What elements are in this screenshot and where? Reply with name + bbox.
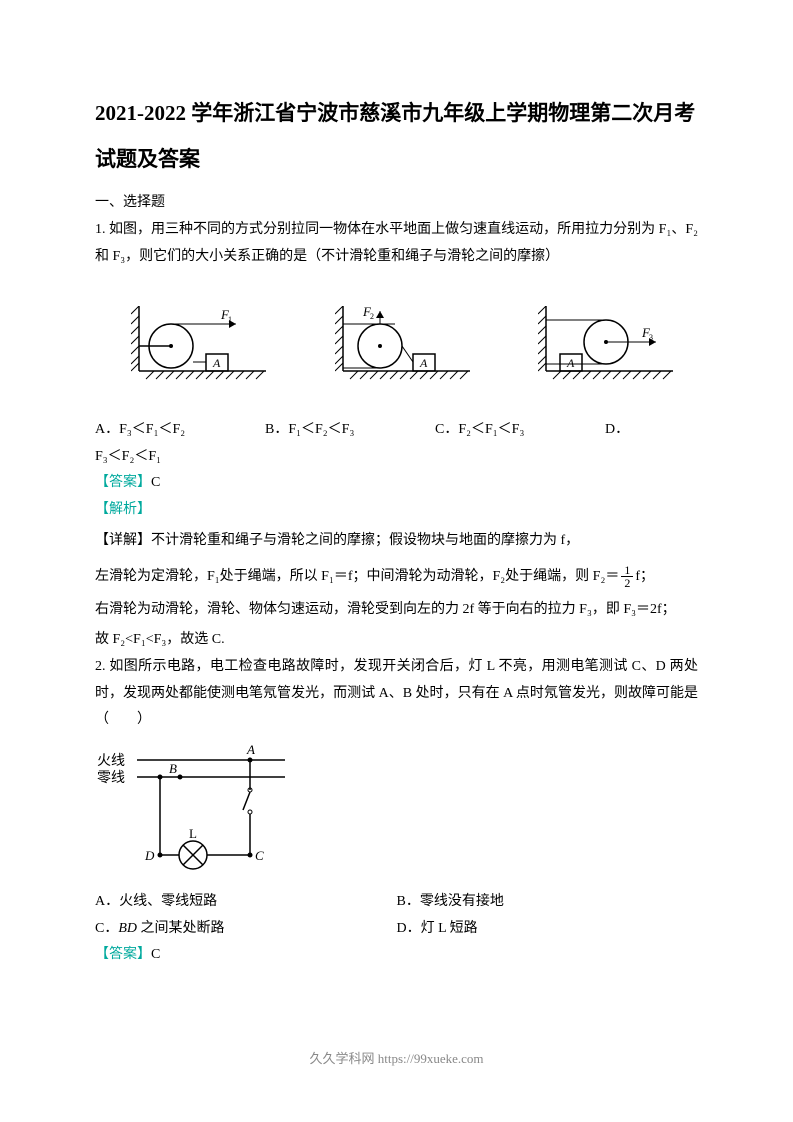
q1-explain-line4: 故 F₂<F₁<F₃，故选 C. (95, 627, 698, 654)
svg-text:3: 3 (649, 333, 653, 342)
answer-value: C (151, 475, 160, 490)
question-1-text: 1. 如图，用三种不同的方式分别拉同一物体在水平地面上做匀速直线运动，所用拉力分… (95, 217, 698, 270)
q1-option-a: A．F₃＜F₁＜F₂ (95, 417, 265, 444)
circuit-diagram: 火线 零线 A B C L D (95, 740, 698, 886)
q1-explain-line3: 右滑轮为动滑轮，滑轮、物体匀速运动，滑轮受到向左的力 2f 等于向右的拉力 F₃… (95, 597, 698, 624)
q1-analysis: 【解析】 (95, 497, 698, 524)
line2a: 左滑轮为定滑轮，F₁处于绳端，所以 F₁＝f；中间滑轮为动滑轮，F₂处于绳端，则… (95, 569, 619, 584)
q2-options: A．火线、零线短路 B．零线没有接地 C．BD 之间某处断路 D．灯 L 短路 (95, 889, 698, 942)
q1-options: A．F₃＜F₁＜F₂ B．F₁＜F₂＜F₃ C．F₂＜F₁＜F₃ D． (95, 417, 698, 444)
q2-num: 2. (95, 659, 106, 674)
q2-option-b: B．零线没有接地 (397, 889, 699, 916)
svg-text:C: C (255, 848, 264, 863)
label-fire: 火线 (97, 753, 125, 769)
page-footer: 久久学科网 https://99xueke.com (0, 1047, 793, 1072)
svg-text:A: A (419, 356, 428, 370)
section-header: 一、选择题 (95, 190, 698, 217)
pulley-diagrams: F 1 A F 2 A F (131, 306, 698, 381)
fraction-half: 12 (621, 564, 633, 589)
q1-explain-line2: 左滑轮为定滑轮，F₁处于绳端，所以 F₁＝f；中间滑轮为动滑轮，F₂处于绳端，则… (95, 564, 698, 591)
svg-text:2: 2 (370, 312, 374, 321)
q1-option-d: D． (605, 417, 685, 444)
q1-body: 如图，用三种不同的方式分别拉同一物体在水平地面上做匀速直线运动，所用拉力分别为 … (95, 222, 698, 264)
q2-option-d: D．灯 L 短路 (397, 916, 699, 943)
label-zero: 零线 (97, 770, 125, 786)
pulley-diagram-2: F 2 A (335, 306, 475, 381)
q1-detail: 【详解】不计滑轮重和绳子与滑轮之间的摩擦；假设物块与地面的摩擦力为 f， (95, 528, 698, 555)
svg-text:1: 1 (228, 315, 232, 324)
analysis-label: 【解析】 (95, 502, 151, 517)
q1-answer: 【答案】C (95, 470, 698, 497)
svg-text:B: B (169, 761, 177, 776)
question-2-text: 2. 如图所示电路，电工检查电路故障时，发现开关闭合后，灯 L 不亮，用测电笔测… (95, 654, 698, 734)
answer-label: 【答案】 (95, 475, 151, 490)
q1-num: 1. (95, 222, 106, 237)
svg-text:L: L (189, 826, 197, 841)
q2-option-a: A．火线、零线短路 (95, 889, 397, 916)
answer-label: 【答案】 (95, 947, 151, 962)
q2-body: 如图所示电路，电工检查电路故障时，发现开关闭合后，灯 L 不亮，用测电笔测试 C… (95, 659, 698, 727)
q2-answer: 【答案】C (95, 942, 698, 969)
q2-option-c: C．BD 之间某处断路 (95, 916, 397, 943)
svg-text:A: A (212, 356, 221, 370)
line2b: f； (635, 569, 654, 584)
q1-option-b: B．F₁＜F₂＜F₃ (265, 417, 435, 444)
svg-text:D: D (144, 848, 155, 863)
page-title: 2021-2022 学年浙江省宁波市慈溪市九年级上学期物理第二次月考试题及答案 (95, 90, 698, 182)
answer-value: C (151, 947, 160, 962)
q1-option-c: C．F₂＜F₁＜F₃ (435, 417, 605, 444)
svg-text:A: A (246, 742, 255, 757)
pulley-diagram-1: F 1 A (131, 306, 271, 381)
svg-text:A: A (566, 356, 575, 370)
pulley-diagram-3: F 3 A (538, 306, 678, 381)
q1-option-d-cont: F₃＜F₂＜F₁ (95, 444, 698, 471)
